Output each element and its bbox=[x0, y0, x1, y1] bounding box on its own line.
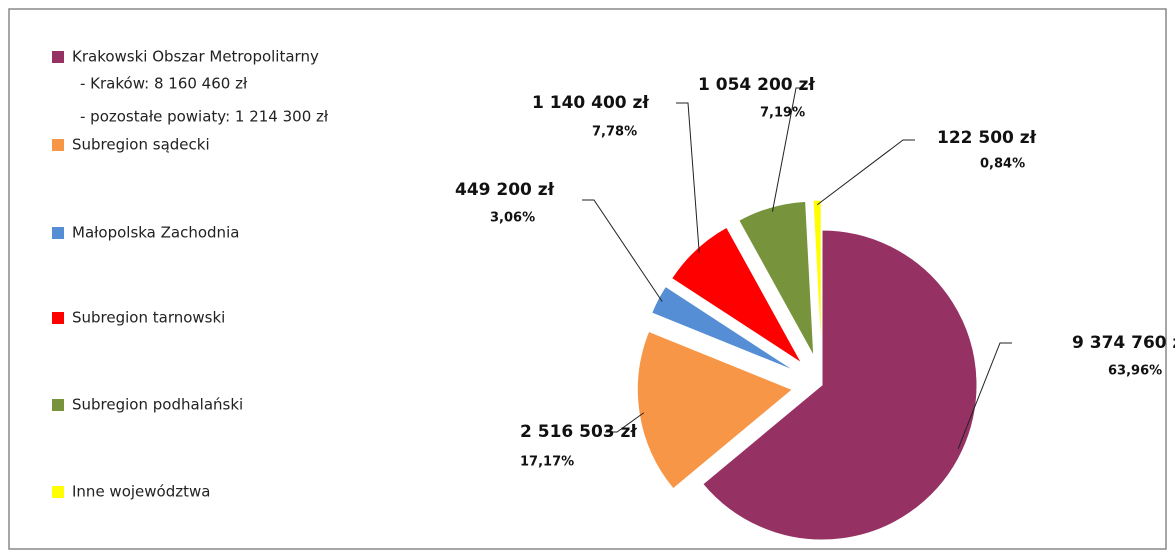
value-label: 1 140 400 zł bbox=[532, 93, 649, 113]
leader-line bbox=[676, 102, 700, 253]
leader-line bbox=[582, 199, 663, 302]
legend-note: - pozostałe powiaty: 1 214 300 zł bbox=[80, 108, 329, 126]
legend-swatch bbox=[52, 486, 64, 498]
legend-label: Subregion podhalański bbox=[72, 396, 243, 414]
legend-label: Małopolska Zachodnia bbox=[72, 224, 239, 242]
percent-label: 7,19% bbox=[760, 106, 805, 121]
value-label: 1 054 200 zł bbox=[698, 75, 815, 95]
legend-note: - Kraków: 8 160 460 zł bbox=[80, 75, 248, 93]
legend-label: Subregion tarnowski bbox=[72, 309, 225, 327]
legend-swatch bbox=[52, 312, 64, 324]
value-label: 449 200 zł bbox=[455, 180, 555, 200]
legend-swatch bbox=[52, 227, 64, 239]
pie-slice bbox=[702, 229, 978, 541]
legend-swatch bbox=[52, 51, 64, 63]
percent-label: 0,84% bbox=[980, 157, 1025, 172]
percent-label: 3,06% bbox=[490, 211, 535, 226]
percent-label: 63,96% bbox=[1108, 364, 1162, 379]
legend-label: Inne województwa bbox=[72, 483, 210, 501]
leader-line bbox=[957, 342, 1012, 450]
leader-line bbox=[771, 87, 808, 212]
value-label: 9 374 760 zł bbox=[1072, 333, 1175, 353]
pie-slice bbox=[651, 285, 796, 372]
pie-slice bbox=[671, 226, 803, 364]
legend-label: Krakowski Obszar Metropolitarny bbox=[72, 48, 319, 66]
pie-slice bbox=[636, 330, 794, 490]
legend-swatch bbox=[52, 399, 64, 411]
percent-label: 7,78% bbox=[592, 125, 637, 140]
value-label: 2 516 503 zł bbox=[520, 422, 637, 442]
legend-swatch bbox=[52, 139, 64, 151]
percent-label: 17,17% bbox=[520, 455, 574, 470]
value-label: 122 500 zł bbox=[937, 128, 1037, 148]
pie-slice bbox=[812, 199, 822, 356]
leader-line bbox=[605, 412, 645, 433]
chart-frame bbox=[8, 8, 1167, 550]
pie-slice bbox=[738, 200, 815, 357]
leader-line bbox=[816, 139, 915, 206]
legend-label: Subregion sądecki bbox=[72, 136, 210, 154]
